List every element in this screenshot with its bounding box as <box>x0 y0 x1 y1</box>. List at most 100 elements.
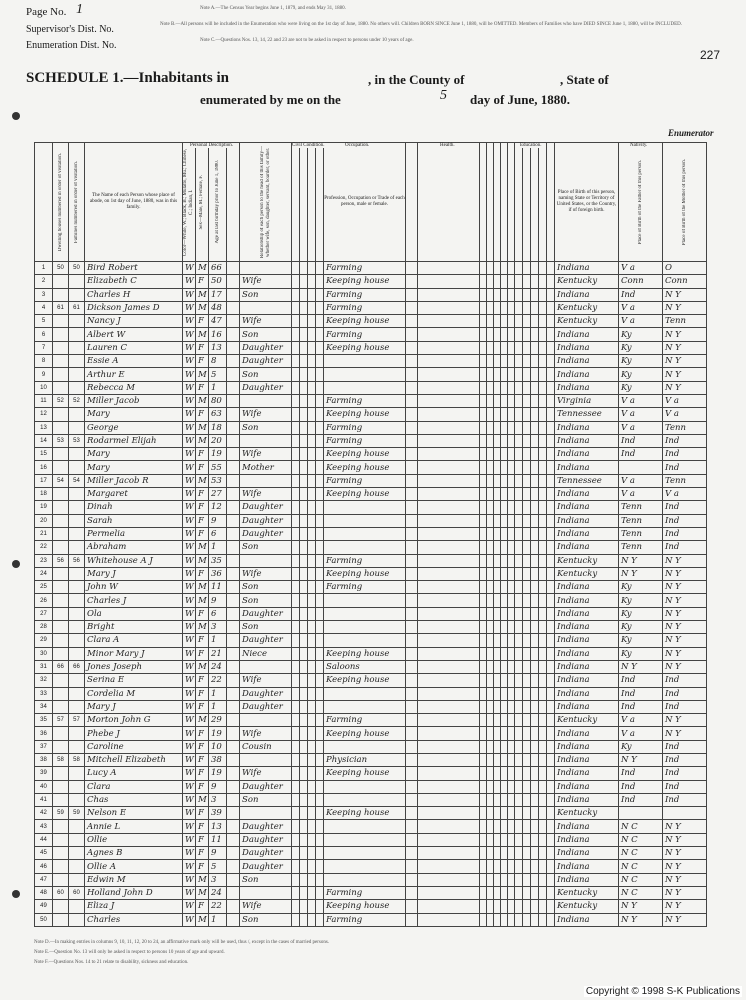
cell <box>417 752 480 768</box>
cell: 21 <box>34 526 53 542</box>
cell <box>500 912 508 927</box>
cell: Indiana <box>554 287 619 302</box>
cell <box>514 792 523 808</box>
cell <box>291 393 300 409</box>
cell <box>500 513 508 528</box>
cell <box>546 792 555 808</box>
cell <box>226 739 240 754</box>
cell <box>522 779 531 794</box>
cell <box>479 806 487 821</box>
cell <box>538 766 547 781</box>
cell <box>522 846 531 861</box>
cell <box>405 646 418 661</box>
cell <box>500 487 508 502</box>
cell <box>507 287 515 302</box>
cell <box>530 766 539 781</box>
cell <box>405 806 418 821</box>
cell <box>417 726 480 741</box>
cell: Tenn <box>662 314 707 329</box>
cell: V a <box>618 407 663 422</box>
cell <box>417 540 480 555</box>
enumerator-label: Enumerator <box>668 128 714 138</box>
cell <box>514 487 523 502</box>
cell <box>522 752 531 768</box>
cell <box>52 620 69 635</box>
header-text: Sex—Male, M.; Female, F. <box>199 174 204 230</box>
cell <box>507 300 515 316</box>
cell <box>417 553 480 568</box>
cell <box>291 327 300 342</box>
cell: N Y <box>662 606 707 622</box>
cell <box>538 300 547 316</box>
cell: W <box>182 314 196 329</box>
cell: F <box>195 447 209 462</box>
cell: Keeping house <box>323 274 406 289</box>
cell: Keeping house <box>323 766 406 781</box>
cell <box>226 779 240 794</box>
cell <box>522 393 531 409</box>
cell: 11 <box>208 832 227 848</box>
cell: 9 <box>208 593 227 608</box>
cell <box>514 872 523 887</box>
cell: Conn <box>618 274 663 289</box>
cell <box>291 314 300 329</box>
cell: Wife <box>239 407 292 422</box>
cell <box>546 633 555 648</box>
cell: F <box>195 380 209 395</box>
cell <box>500 673 508 688</box>
cell <box>522 274 531 289</box>
cell <box>315 739 324 754</box>
cell <box>417 792 480 808</box>
cell <box>52 566 69 582</box>
cell <box>493 739 501 754</box>
cell <box>507 487 515 502</box>
cell: N Y <box>618 659 663 675</box>
cell <box>507 699 515 715</box>
census-row: 29 Clara A W F 1 Daughter Indiana Ky N Y <box>34 633 707 648</box>
cell <box>507 580 515 595</box>
cell <box>307 407 316 422</box>
cell: Ky <box>618 340 663 356</box>
cell <box>52 832 69 848</box>
cell: F <box>195 806 209 821</box>
cell <box>68 500 85 515</box>
cell: F <box>195 739 209 754</box>
cell <box>486 912 494 927</box>
cell <box>323 872 406 887</box>
cell <box>486 859 494 874</box>
cell: N Y <box>618 553 663 568</box>
cell: 54 <box>68 473 85 489</box>
cell <box>405 460 418 475</box>
cell: Ky <box>618 739 663 754</box>
census-row: 22 Abraham W M 1 Son Indiana Tenn Ind <box>34 540 707 555</box>
cell <box>514 447 523 462</box>
cell <box>479 287 487 302</box>
cell <box>315 380 324 395</box>
cell <box>299 540 308 555</box>
cell <box>538 420 547 435</box>
cell <box>307 806 316 821</box>
cell <box>514 513 523 528</box>
cell <box>307 274 316 289</box>
cell: 58 <box>52 752 69 768</box>
cell <box>323 354 406 369</box>
cell <box>226 885 240 901</box>
cell <box>507 513 515 528</box>
cell <box>405 540 418 555</box>
header-text: Color—White, W.; Black, B.; Mulatto, Mu.… <box>183 148 195 256</box>
cell <box>226 872 240 887</box>
cell: Mitchell Elizabeth <box>84 752 183 768</box>
cell <box>500 300 508 316</box>
cell <box>493 806 501 821</box>
header-text: Place of Birth of the Mother of this per… <box>681 158 687 246</box>
cell: Arthur E <box>84 367 183 382</box>
cell <box>538 779 547 794</box>
column-header <box>514 142 523 262</box>
cell: 17 <box>208 287 227 302</box>
cell <box>323 367 406 382</box>
cell <box>500 433 508 449</box>
cell <box>417 274 480 289</box>
cell: 1 <box>208 699 227 715</box>
cell <box>500 846 508 861</box>
cell <box>500 593 508 608</box>
